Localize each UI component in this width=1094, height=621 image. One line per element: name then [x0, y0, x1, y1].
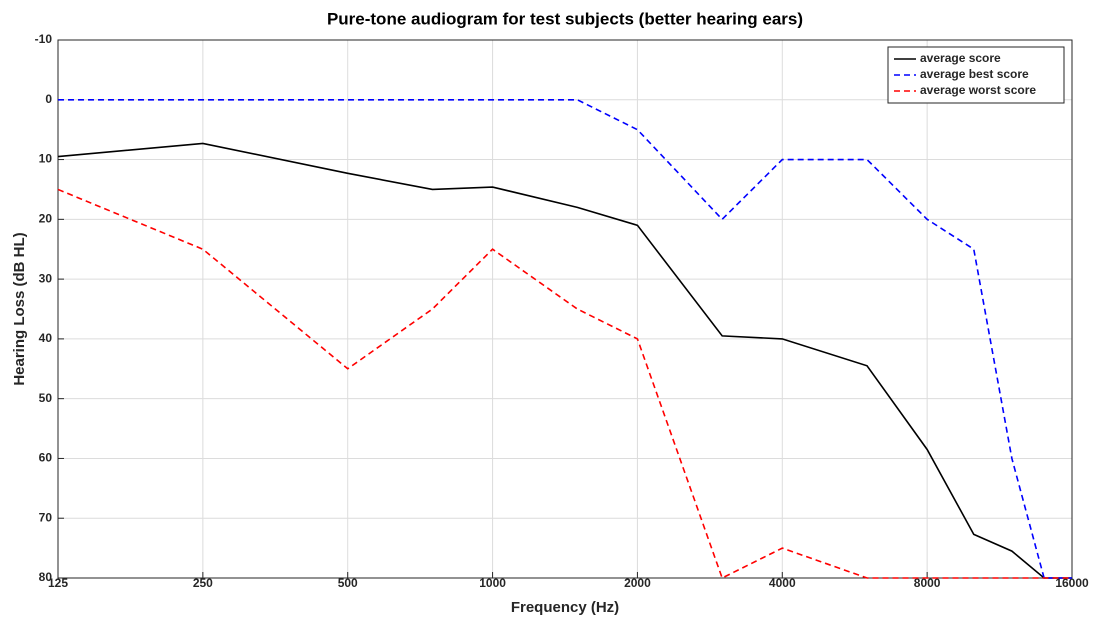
legend-box	[887, 46, 1065, 104]
chart-title: Pure-tone audiogram for test subjects (b…	[327, 9, 803, 28]
x-tick-label: 250	[193, 576, 213, 590]
y-tick-label: 60	[39, 451, 53, 465]
plot-frame	[57, 39, 1073, 579]
x-tick-label: 4000	[769, 576, 796, 590]
y-tick-label: 10	[39, 152, 53, 166]
x-tick-label: 500	[338, 576, 358, 590]
y-tick-label: -10	[35, 32, 53, 46]
series-line	[58, 98, 1072, 579]
y-tick-label: 80	[39, 570, 53, 584]
legend-label: average best score	[920, 67, 1029, 81]
x-tick-label: 16000	[1055, 576, 1089, 590]
x-tick-label: 125	[48, 576, 68, 590]
x-tick-label: 1000	[479, 576, 506, 590]
series-line	[57, 142, 1072, 579]
legend-label: average worst score	[920, 83, 1036, 97]
x-axis-label: Frequency (Hz)	[511, 599, 619, 616]
y-axis-label: Hearing Loss (dB HL)	[11, 232, 28, 385]
y-tick-label: 40	[39, 331, 53, 345]
x-tick-label: 8000	[914, 576, 941, 590]
plot-area	[58, 40, 1072, 578]
y-tick-label: 30	[39, 271, 53, 285]
y-tick-label: 20	[39, 212, 53, 226]
y-tick-label: 70	[39, 510, 53, 524]
y-tick-label: 0	[45, 92, 52, 106]
legend-label: average score	[920, 51, 1001, 65]
y-tick-label: 50	[39, 391, 53, 405]
x-tick-label: 2000	[624, 576, 651, 590]
